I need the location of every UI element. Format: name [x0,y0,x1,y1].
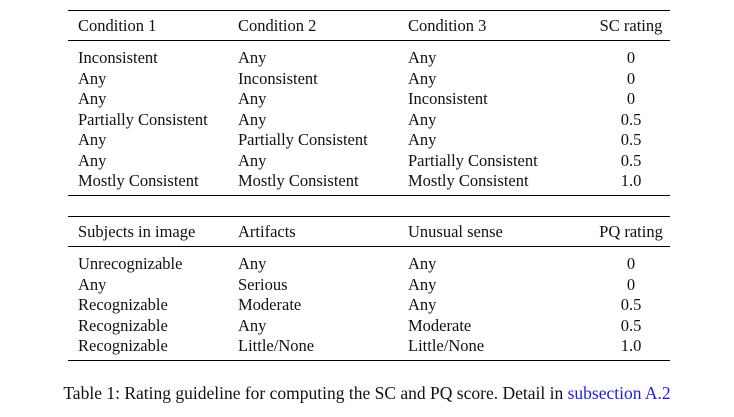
table-cell: Any [78,150,107,170]
table-cell: Any [408,48,437,67]
table-cell: Unrecognizable [78,254,183,273]
header-cell: Condition 1 [78,16,157,35]
subsection-link[interactable]: subsection A.2 [567,383,671,403]
header-cell: Subjects in image [78,222,196,241]
table-cell: Partially Consistent [408,150,538,170]
header-cell: SC rating [599,16,663,35]
table-cell: 0 [626,89,636,108]
header-cell: Artifacts [238,222,296,241]
table-cell: 0.5 [620,109,642,129]
table-cell: Recognizable [78,295,168,314]
table-bottom-rule [68,359,670,361]
table-row: Any Any Partially Consistent 0.5 [68,151,670,172]
header-cell: PQ rating [599,222,663,241]
header-cell: Condition 3 [408,16,487,35]
table-cell: Mostly Consistent [78,171,199,190]
table-cell: Any [238,315,267,335]
table-cell: 0 [626,254,636,273]
table-row: Any Inconsistent Any 0 [68,69,670,90]
table-cell: Partially Consistent [78,109,208,129]
table-row: Recognizable Any Moderate 0.5 [68,316,670,337]
table-cell: Any [238,254,267,273]
table-row: Unrecognizable Any Any 0 [68,254,670,275]
table-row: Any Serious Any 0 [68,275,670,296]
table-cell: Mostly Consistent [408,171,529,190]
header-cell: Unusual sense [408,222,503,241]
table-cell: 0.5 [620,130,642,149]
table-cell: 0.5 [620,150,642,170]
sc-rating-table: Condition 1 Condition 2 Condition 3 SC r… [68,10,670,196]
table-bottom-rule [68,194,670,196]
table-cell: 1.0 [620,336,642,355]
table-row: Partially Consistent Any Any 0.5 [68,110,670,131]
table-cell: Any [238,109,267,129]
table-cell: Any [408,295,437,314]
table-cell: Any [238,89,267,108]
table-cell: Any [408,130,437,149]
table-row: Mostly Consistent Mostly Consistent Most… [68,171,670,192]
table-header-row: Subjects in image Artifacts Unusual sens… [68,217,670,246]
table-cell: Any [408,109,437,129]
table-cell: Any [78,89,107,108]
caption-text: Table 1: Rating guideline for computing … [63,383,568,403]
table-row: Inconsistent Any Any 0 [68,48,670,69]
table-cell: Little/None [238,336,315,355]
table-cell: Partially Consistent [238,130,368,149]
table-cell: Serious [238,274,288,294]
table-cell: Inconsistent [78,48,158,67]
table-cell: 0 [626,274,636,294]
table-cell: Recognizable [78,315,168,335]
table-row: Recognizable Moderate Any 0.5 [68,295,670,316]
header-cell: Condition 2 [238,16,317,35]
table-row: Any Partially Consistent Any 0.5 [68,130,670,151]
table-cell: 0.5 [620,315,642,335]
table-cell: Any [78,274,107,294]
table-header-row: Condition 1 Condition 2 Condition 3 SC r… [68,11,670,40]
table-cell: Any [238,48,267,67]
table-cell: Any [408,68,437,88]
table-cell: Inconsistent [238,68,318,88]
table-cell: 0 [626,48,636,67]
table-row: Any Any Inconsistent 0 [68,89,670,110]
table-cell: Mostly Consistent [238,171,359,190]
table-cell: Any [408,254,437,273]
table-cell: 0.5 [620,295,642,314]
table-cell: 0 [626,68,636,88]
table-cell: Recognizable [78,336,168,355]
table-cell: Any [408,274,437,294]
table-caption: Table 1: Rating guideline for computing … [0,381,734,405]
pq-rating-table: Subjects in image Artifacts Unusual sens… [68,216,670,361]
table-cell: Little/None [408,336,485,355]
table-cell: 1.0 [620,171,642,190]
table-cell: Any [238,150,267,170]
table-cell: Inconsistent [408,89,488,108]
table-cell: Any [78,68,107,88]
table-cell: Any [78,130,107,149]
table-row: Recognizable Little/None Little/None 1.0 [68,336,670,357]
table-cell: Moderate [408,315,472,335]
table-cell: Moderate [238,295,302,314]
